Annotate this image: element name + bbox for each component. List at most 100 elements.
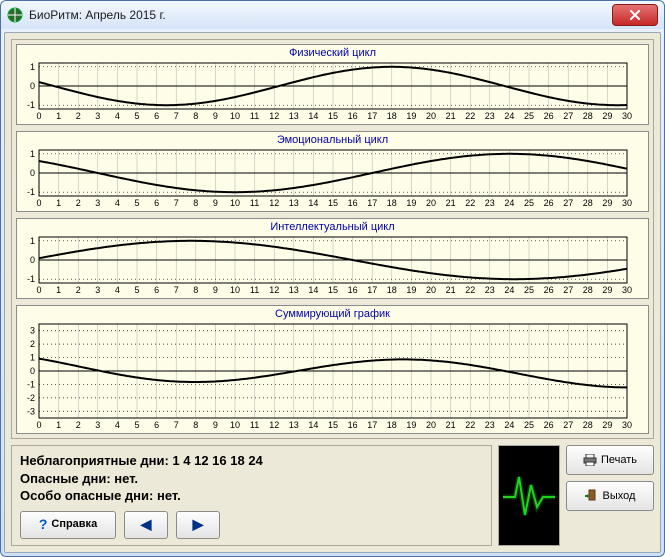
svg-text:11: 11 [250, 420, 259, 430]
info-label: Опасные дни: [20, 471, 111, 486]
svg-text:30: 30 [622, 198, 632, 208]
left-arrow-icon: ◀ [141, 515, 152, 534]
svg-text:2: 2 [76, 198, 81, 208]
svg-text:20: 20 [426, 285, 436, 295]
svg-text:0: 0 [36, 111, 41, 121]
svg-text:25: 25 [524, 285, 534, 295]
svg-text:26: 26 [544, 285, 554, 295]
svg-text:4: 4 [115, 420, 120, 430]
svg-text:27: 27 [563, 198, 573, 208]
svg-text:12: 12 [269, 111, 279, 121]
bottom-area: Неблагоприятные дни: 1 4 12 16 18 24 Опа… [11, 445, 654, 546]
svg-text:22: 22 [465, 198, 475, 208]
svg-text:16: 16 [348, 111, 358, 121]
svg-text:17: 17 [367, 111, 377, 121]
svg-text:0: 0 [36, 198, 41, 208]
svg-text:20: 20 [426, 198, 436, 208]
svg-text:17: 17 [367, 285, 377, 295]
svg-text:13: 13 [289, 198, 299, 208]
svg-text:24: 24 [504, 420, 514, 430]
svg-text:7: 7 [174, 111, 179, 121]
svg-text:21: 21 [446, 420, 456, 430]
svg-text:4: 4 [115, 285, 120, 295]
svg-text:1: 1 [56, 285, 61, 295]
info-value: 1 4 12 16 18 24 [172, 453, 262, 468]
svg-text:3: 3 [95, 198, 100, 208]
chart-canvas: 0123456789101112131415161718192021222324… [17, 146, 633, 210]
printer-icon [583, 454, 597, 466]
svg-text:27: 27 [563, 111, 573, 121]
svg-text:2: 2 [76, 420, 81, 430]
svg-text:11: 11 [250, 111, 259, 121]
svg-text:22: 22 [465, 285, 475, 295]
chart-emotional: Эмоциональный цикл0123456789101112131415… [16, 131, 649, 212]
window-title: БиоРитм: Апрель 2015 г. [29, 8, 166, 22]
svg-text:8: 8 [193, 420, 198, 430]
svg-text:25: 25 [524, 198, 534, 208]
svg-text:10: 10 [230, 198, 240, 208]
window-close-button[interactable] [612, 4, 658, 26]
svg-text:27: 27 [563, 285, 573, 295]
help-row: ? Справка ◀ ▶ [20, 511, 483, 539]
svg-text:17: 17 [367, 420, 377, 430]
exit-button[interactable]: Выход [566, 481, 654, 511]
svg-text:27: 27 [563, 420, 573, 430]
svg-text:28: 28 [583, 198, 593, 208]
svg-text:22: 22 [465, 111, 475, 121]
svg-text:16: 16 [348, 420, 358, 430]
svg-text:9: 9 [213, 111, 218, 121]
svg-text:25: 25 [524, 111, 534, 121]
svg-text:8: 8 [193, 111, 198, 121]
prev-button[interactable]: ◀ [124, 511, 168, 539]
svg-text:3: 3 [95, 420, 100, 430]
titlebar[interactable]: БиоРитм: Апрель 2015 г. [1, 1, 664, 29]
svg-text:14: 14 [308, 285, 318, 295]
chart-title: Суммирующий график [17, 306, 648, 320]
svg-text:11: 11 [250, 198, 259, 208]
svg-text:4: 4 [115, 111, 120, 121]
svg-text:15: 15 [328, 420, 338, 430]
svg-text:21: 21 [446, 285, 456, 295]
info-line-3: Особо опасные дни: нет. [20, 487, 483, 505]
svg-text:2: 2 [76, 285, 81, 295]
svg-text:0: 0 [30, 255, 35, 265]
svg-text:0: 0 [36, 285, 41, 295]
svg-text:28: 28 [583, 285, 593, 295]
svg-text:1: 1 [56, 420, 61, 430]
svg-text:2: 2 [30, 339, 35, 349]
svg-text:18: 18 [387, 198, 397, 208]
svg-text:30: 30 [622, 111, 632, 121]
info-line-2: Опасные дни: нет. [20, 470, 483, 488]
svg-text:9: 9 [213, 420, 218, 430]
svg-text:6: 6 [154, 198, 159, 208]
pulse-graphic [498, 445, 560, 546]
print-button[interactable]: Печать [566, 445, 654, 475]
svg-text:30: 30 [622, 285, 632, 295]
svg-text:17: 17 [367, 198, 377, 208]
svg-text:13: 13 [289, 420, 299, 430]
chart-canvas: 0123456789101112131415161718192021222324… [17, 59, 633, 123]
svg-text:-2: -2 [27, 393, 35, 403]
svg-text:6: 6 [154, 111, 159, 121]
svg-text:24: 24 [504, 285, 514, 295]
chart-title: Интеллектуальный цикл [17, 219, 648, 233]
svg-text:3: 3 [30, 326, 35, 336]
svg-text:-1: -1 [27, 274, 35, 284]
svg-text:18: 18 [387, 420, 397, 430]
svg-text:21: 21 [446, 111, 456, 121]
charts-panel: Физический цикл0123456789101112131415161… [11, 39, 654, 439]
svg-text:26: 26 [544, 111, 554, 121]
help-button[interactable]: ? Справка [20, 511, 116, 539]
svg-text:23: 23 [485, 420, 495, 430]
next-button[interactable]: ▶ [176, 511, 220, 539]
svg-text:11: 11 [250, 285, 259, 295]
svg-text:25: 25 [524, 420, 534, 430]
svg-text:1: 1 [30, 62, 35, 72]
svg-text:19: 19 [406, 198, 416, 208]
svg-text:20: 20 [426, 420, 436, 430]
svg-text:22: 22 [465, 420, 475, 430]
chart-title: Эмоциональный цикл [17, 132, 648, 146]
chart-intellectual: Интеллектуальный цикл0123456789101112131… [16, 218, 649, 299]
chart-title: Физический цикл [17, 45, 648, 59]
svg-text:1: 1 [56, 198, 61, 208]
